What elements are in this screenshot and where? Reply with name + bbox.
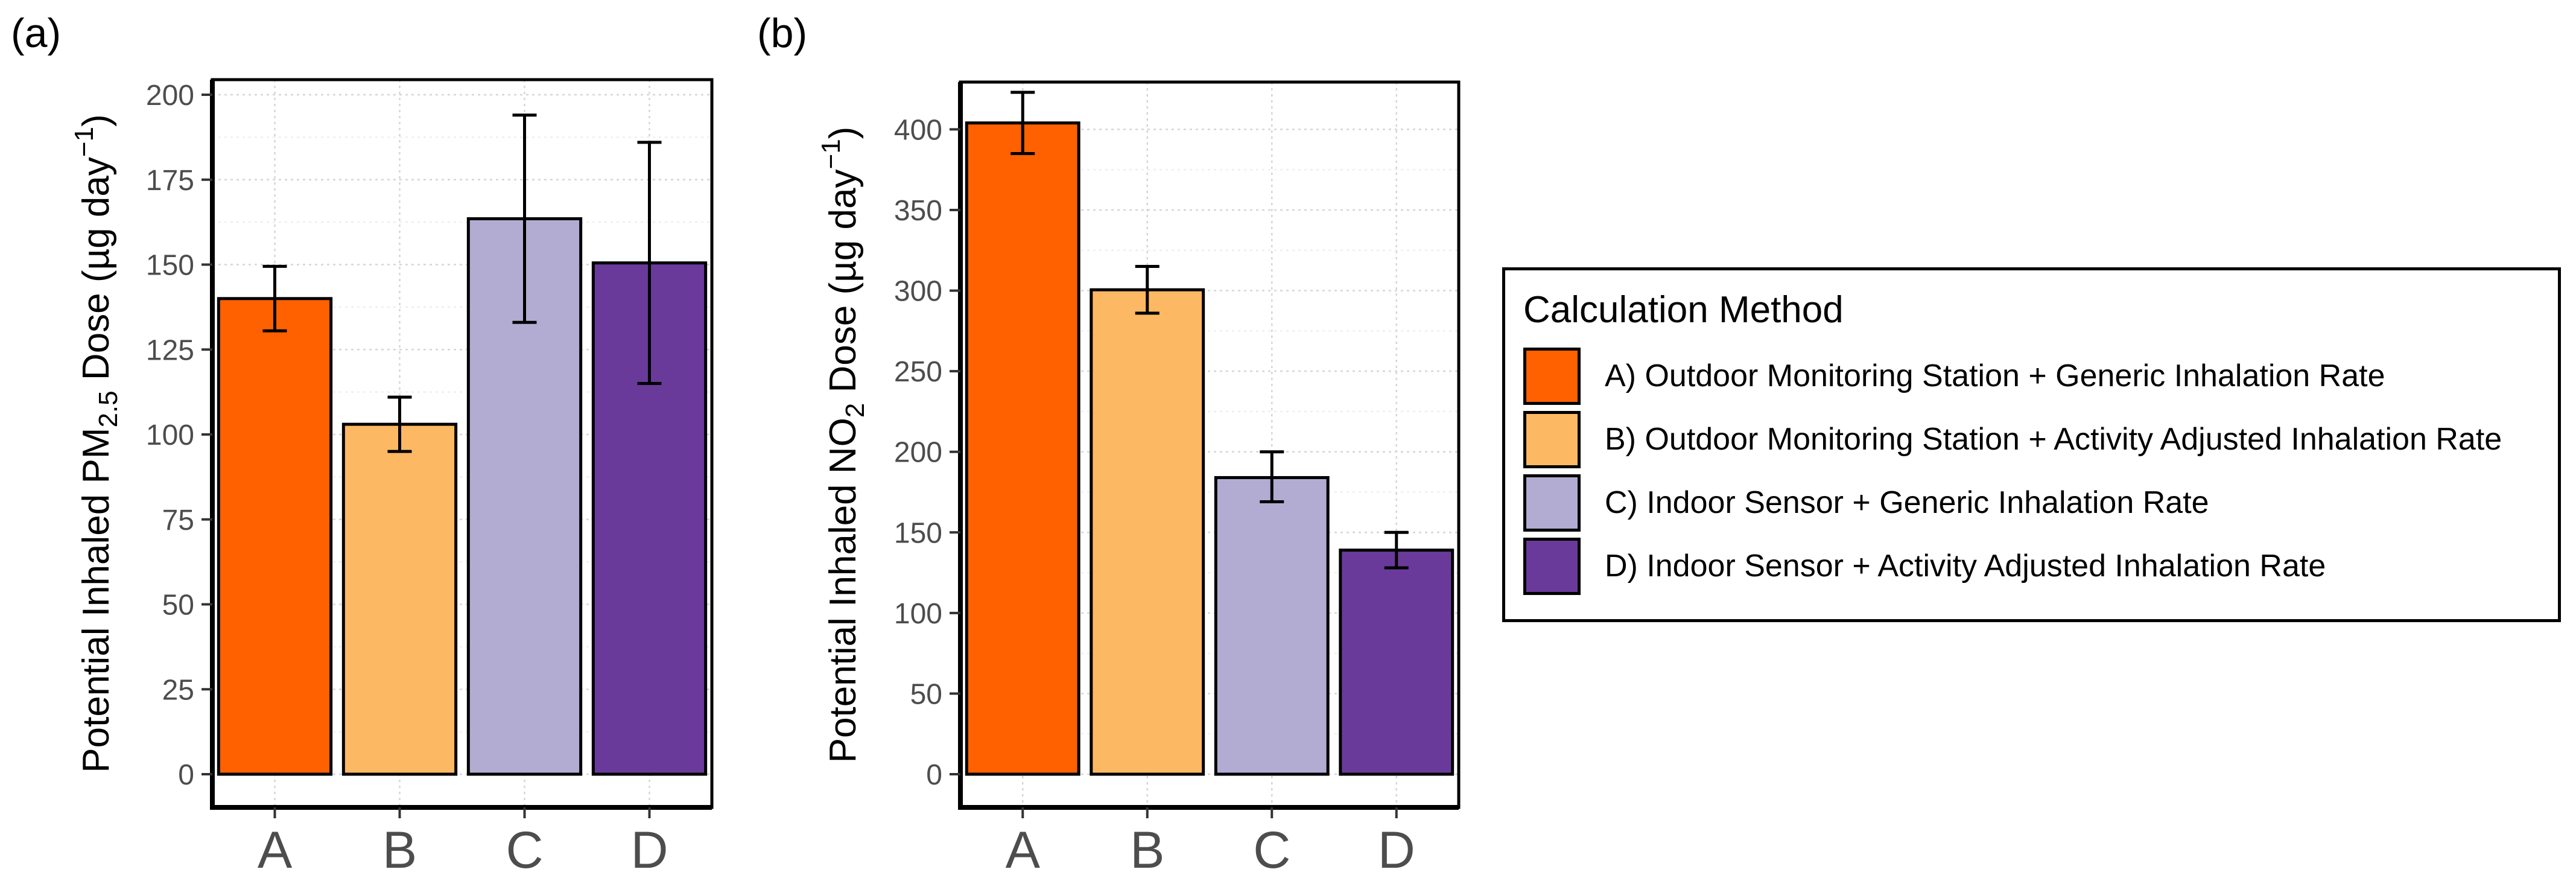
x-tick-label: A bbox=[1006, 821, 1041, 878]
x-tick-label: D bbox=[1378, 821, 1415, 878]
legend-item-a: A) Outdoor Monitoring Station + Generic … bbox=[1523, 346, 2385, 406]
x-tick-label: D bbox=[630, 821, 668, 878]
bar-b bbox=[341, 422, 458, 776]
legend-title: Calculation Method bbox=[1523, 289, 1844, 331]
y-axis-title-subscript: 2 bbox=[840, 403, 870, 418]
panel-label: (b) bbox=[757, 10, 807, 56]
legend-swatch-d bbox=[1523, 537, 1581, 595]
panel-label: (a) bbox=[11, 10, 61, 56]
y-tick-label: 150 bbox=[146, 250, 194, 282]
y-axis-title: Potential Inhaled NO2 Dose (µg day−1) bbox=[816, 127, 870, 763]
x-tick-label: B bbox=[382, 821, 417, 878]
bar-d bbox=[1339, 549, 1455, 776]
y-tick-label: 0 bbox=[926, 759, 942, 791]
bar-a bbox=[217, 297, 333, 776]
y-axis-title-close: ) bbox=[822, 127, 864, 139]
bar-c bbox=[1214, 476, 1330, 776]
legend: Calculation Method A) Outdoor Monitoring… bbox=[1502, 267, 2561, 622]
y-tick-label: 0 bbox=[178, 759, 194, 791]
y-tick-label: 50 bbox=[162, 590, 194, 622]
y-tick-label: 250 bbox=[894, 356, 942, 388]
legend-label-c: C) Indoor Sensor + Generic Inhalation Ra… bbox=[1605, 485, 2209, 520]
y-axis-title-unit: Dose (µg day bbox=[822, 169, 864, 402]
legend-item-c: C) Indoor Sensor + Generic Inhalation Ra… bbox=[1523, 472, 2209, 533]
error-bar-b bbox=[387, 395, 412, 453]
legend-label-d: D) Indoor Sensor + Activity Adjusted Inh… bbox=[1605, 549, 2326, 584]
legend-label-a: A) Outdoor Monitoring Station + Generic … bbox=[1605, 358, 2385, 393]
y-axis-title-subscript: 2.5 bbox=[94, 390, 123, 427]
error-bar-a bbox=[262, 264, 287, 332]
error-bar-b bbox=[1135, 265, 1160, 315]
error-bar-c bbox=[512, 113, 537, 324]
error-bar-a bbox=[1010, 91, 1035, 155]
x-tick-label: C bbox=[506, 821, 543, 878]
y-tick-label: 200 bbox=[894, 437, 942, 469]
error-bar-c bbox=[1260, 450, 1284, 504]
legend-label-b: B) Outdoor Monitoring Station + Activity… bbox=[1605, 422, 2502, 457]
legend-item-b: B) Outdoor Monitoring Station + Activity… bbox=[1523, 409, 2502, 469]
x-tick-label: B bbox=[1130, 821, 1164, 878]
legend-swatch-a bbox=[1523, 347, 1581, 405]
y-tick-label: 125 bbox=[146, 334, 194, 366]
x-tick-label: A bbox=[258, 821, 293, 878]
y-tick-label: 100 bbox=[894, 598, 942, 630]
y-axis-title-main: Potential Inhaled NO bbox=[822, 418, 864, 763]
bar-b bbox=[1090, 288, 1205, 776]
y-tick-label: 400 bbox=[894, 114, 942, 146]
y-axis-title-superscript: −1 bbox=[816, 139, 846, 169]
y-tick-label: 175 bbox=[146, 165, 194, 197]
y-tick-label: 200 bbox=[146, 80, 194, 112]
y-tick-label: 50 bbox=[910, 678, 942, 710]
legend-item-d: D) Indoor Sensor + Activity Adjusted Inh… bbox=[1523, 536, 2326, 596]
error-bar-d bbox=[637, 141, 662, 386]
y-axis-title-main: Potential Inhaled PM bbox=[75, 428, 117, 773]
legend-swatch-b bbox=[1523, 410, 1581, 468]
y-tick-label: 25 bbox=[162, 674, 194, 706]
y-tick-label: 350 bbox=[894, 195, 942, 227]
chart-panel-a: (a) 0 25 50 75 100 125 150 175 200 A B C D Potential I… bbox=[11, 10, 714, 878]
y-tick-label: 300 bbox=[894, 276, 942, 308]
error-bar-d bbox=[1384, 530, 1409, 570]
chart-panel-b: (b) 0 50 100 150 200 250 300 350 400 A B C D Potential… bbox=[757, 10, 1461, 878]
bar-a bbox=[965, 121, 1080, 776]
y-axis-title: Potential Inhaled PM2.5 Dose (µg day−1) bbox=[69, 114, 123, 772]
y-tick-label: 75 bbox=[162, 504, 194, 536]
y-axis-title-unit: Dose (µg day bbox=[75, 157, 117, 390]
y-axis-title-close: ) bbox=[75, 114, 117, 127]
y-tick-label: 100 bbox=[146, 419, 194, 451]
x-tick-label: C bbox=[1253, 821, 1290, 878]
y-tick-label: 150 bbox=[894, 517, 942, 549]
legend-swatch-c bbox=[1523, 474, 1581, 532]
y-axis-title-superscript: −1 bbox=[69, 127, 99, 157]
